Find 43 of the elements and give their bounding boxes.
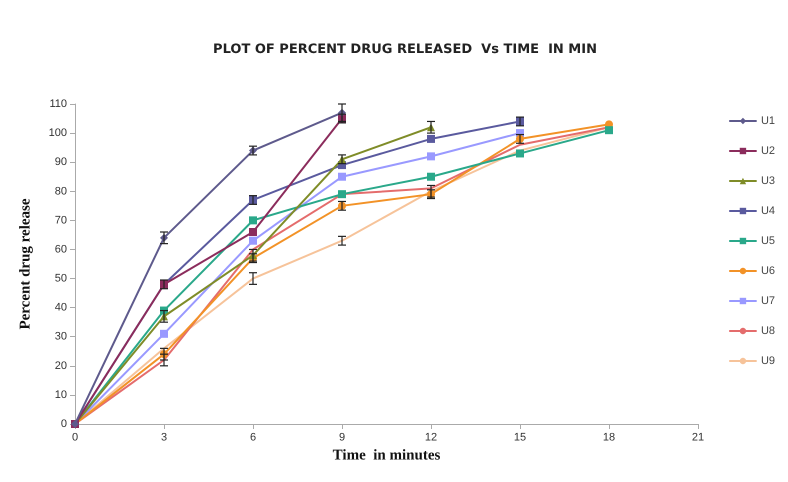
y-tick-label: 90 xyxy=(54,156,67,168)
y-tick-label: 50 xyxy=(54,272,67,285)
x-tick-label: 18 xyxy=(602,432,616,444)
y-tick-label: 80 xyxy=(54,185,67,198)
y-tick-label: 70 xyxy=(54,214,67,226)
x-tick-label: 21 xyxy=(692,432,704,444)
y-tick-label: 20 xyxy=(54,360,67,372)
legend-label: U9 xyxy=(760,355,775,367)
point xyxy=(427,152,435,160)
point xyxy=(249,236,257,245)
y-axis-title: Percent drug release xyxy=(18,198,34,330)
legend-label: U7 xyxy=(760,295,775,307)
x-tick-label: 0 xyxy=(72,432,78,444)
y-tick-label: 100 xyxy=(48,127,67,140)
point xyxy=(160,330,168,338)
x-tick-label: 6 xyxy=(250,432,256,444)
y-tick-label: 40 xyxy=(54,302,67,314)
x-tick-label: 9 xyxy=(338,432,346,444)
x-tick-label: 3 xyxy=(160,432,168,444)
chart-title: PLOT OF PERCENT DRUG RELEASED Vs TIME IN MIN xyxy=(213,42,597,57)
legend-label: U1 xyxy=(760,115,775,127)
point xyxy=(427,172,435,181)
legend-label: U5 xyxy=(760,235,775,247)
point xyxy=(249,228,257,236)
legend-label: U8 xyxy=(760,325,775,337)
point xyxy=(338,190,346,198)
y-tick-label: 30 xyxy=(54,330,67,343)
y-tick-label: 110 xyxy=(49,98,67,110)
x-tick-label: 12 xyxy=(424,432,438,444)
point xyxy=(427,134,435,143)
y-tick-label: 60 xyxy=(54,243,67,256)
legend-label: U6 xyxy=(760,265,775,277)
legend-label: U3 xyxy=(760,175,775,187)
legend-label: U2 xyxy=(760,145,775,157)
legend-label: U4 xyxy=(760,205,775,217)
y-tick-label: 10 xyxy=(54,388,67,401)
point xyxy=(516,149,524,158)
point xyxy=(338,172,346,181)
point xyxy=(605,126,613,134)
x-axis-title: Time in minutes xyxy=(332,447,440,464)
y-tick-label: 0 xyxy=(60,418,67,430)
point xyxy=(249,216,257,224)
x-tick-label: 15 xyxy=(514,432,526,444)
